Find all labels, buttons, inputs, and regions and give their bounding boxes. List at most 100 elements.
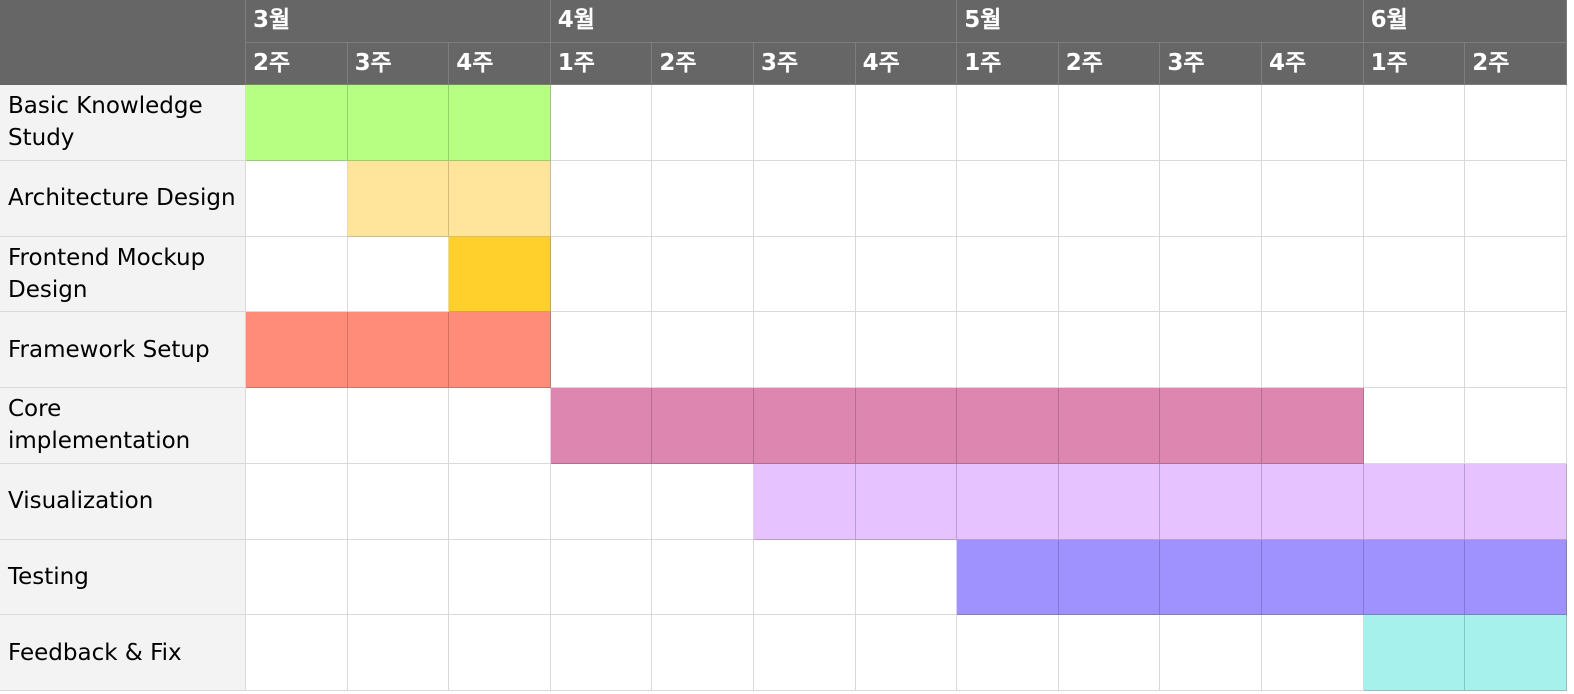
grid-cell[interactable] <box>1363 312 1466 388</box>
grid-cell[interactable] <box>347 463 450 540</box>
grid-cell[interactable] <box>754 312 856 388</box>
grid-cell[interactable] <box>1465 312 1567 388</box>
grid-cell[interactable] <box>1465 236 1567 313</box>
task-bar-cell[interactable] <box>855 463 958 540</box>
grid-cell[interactable] <box>652 463 754 540</box>
grid-cell[interactable] <box>1160 615 1262 691</box>
grid-cell[interactable] <box>855 615 958 691</box>
grid-cell[interactable] <box>246 236 348 313</box>
task-bar-cell[interactable] <box>347 160 450 237</box>
grid-cell[interactable] <box>1465 85 1567 161</box>
grid-cell[interactable] <box>449 539 551 616</box>
task-bar-cell[interactable] <box>1262 463 1364 540</box>
task-bar-cell[interactable] <box>855 388 958 464</box>
grid-cell[interactable] <box>1160 236 1262 313</box>
grid-cell[interactable] <box>855 160 958 237</box>
grid-cell[interactable] <box>754 85 856 161</box>
task-bar-cell[interactable] <box>1058 463 1161 540</box>
task-bar-cell[interactable] <box>1058 539 1161 616</box>
grid-cell[interactable] <box>449 388 551 464</box>
grid-cell[interactable] <box>1160 85 1262 161</box>
grid-cell[interactable] <box>855 312 958 388</box>
grid-cell[interactable] <box>550 312 653 388</box>
grid-cell[interactable] <box>652 85 754 161</box>
task-bar-cell[interactable] <box>1262 388 1364 464</box>
grid-cell[interactable] <box>550 463 653 540</box>
task-bar-cell[interactable] <box>1058 388 1161 464</box>
grid-cell[interactable] <box>246 539 348 616</box>
task-bar-cell[interactable] <box>1160 388 1262 464</box>
grid-cell[interactable] <box>347 615 450 691</box>
grid-cell[interactable] <box>957 312 1059 388</box>
grid-cell[interactable] <box>550 160 653 237</box>
grid-cell[interactable] <box>1262 85 1364 161</box>
task-bar-cell[interactable] <box>1160 539 1262 616</box>
grid-cell[interactable] <box>957 236 1059 313</box>
task-bar-cell[interactable] <box>449 236 551 313</box>
task-bar-cell[interactable] <box>347 312 450 388</box>
task-bar-cell[interactable] <box>1363 463 1466 540</box>
task-bar-cell[interactable] <box>449 312 551 388</box>
task-bar-cell[interactable] <box>1160 463 1262 540</box>
grid-cell[interactable] <box>754 539 856 616</box>
task-bar-cell[interactable] <box>1465 539 1567 616</box>
grid-cell[interactable] <box>754 615 856 691</box>
grid-cell[interactable] <box>1262 160 1364 237</box>
task-bar-cell[interactable] <box>449 160 551 237</box>
grid-cell[interactable] <box>1465 388 1567 464</box>
task-bar-cell[interactable] <box>1262 539 1364 616</box>
task-bar-cell[interactable] <box>550 388 653 464</box>
grid-cell[interactable] <box>347 388 450 464</box>
grid-cell[interactable] <box>550 85 653 161</box>
task-bar-cell[interactable] <box>1465 463 1567 540</box>
grid-cell[interactable] <box>754 236 856 313</box>
task-bar-cell[interactable] <box>754 388 856 464</box>
grid-cell[interactable] <box>1262 236 1364 313</box>
task-bar-cell[interactable] <box>1363 539 1466 616</box>
grid-cell[interactable] <box>957 85 1059 161</box>
grid-cell[interactable] <box>957 615 1059 691</box>
task-bar-cell[interactable] <box>347 85 450 161</box>
task-bar-cell[interactable] <box>449 85 551 161</box>
grid-cell[interactable] <box>652 160 754 237</box>
grid-cell[interactable] <box>1363 160 1466 237</box>
task-bar-cell[interactable] <box>957 463 1059 540</box>
task-bar-cell[interactable] <box>652 388 754 464</box>
grid-cell[interactable] <box>652 236 754 313</box>
grid-cell[interactable] <box>1363 388 1466 464</box>
grid-cell[interactable] <box>550 615 653 691</box>
task-bar-cell[interactable] <box>754 463 856 540</box>
grid-cell[interactable] <box>449 463 551 540</box>
grid-cell[interactable] <box>449 615 551 691</box>
grid-cell[interactable] <box>652 539 754 616</box>
grid-cell[interactable] <box>1363 236 1466 313</box>
grid-cell[interactable] <box>347 539 450 616</box>
grid-cell[interactable] <box>550 539 653 616</box>
grid-cell[interactable] <box>855 85 958 161</box>
grid-cell[interactable] <box>1363 85 1466 161</box>
grid-cell[interactable] <box>1262 312 1364 388</box>
grid-cell[interactable] <box>1160 160 1262 237</box>
task-bar-cell[interactable] <box>957 539 1059 616</box>
grid-cell[interactable] <box>754 160 856 237</box>
grid-cell[interactable] <box>1160 312 1262 388</box>
task-bar-cell[interactable] <box>1465 615 1567 691</box>
grid-cell[interactable] <box>246 615 348 691</box>
grid-cell[interactable] <box>652 615 754 691</box>
grid-cell[interactable] <box>1058 312 1161 388</box>
task-bar-cell[interactable] <box>957 388 1059 464</box>
grid-cell[interactable] <box>246 160 348 237</box>
grid-cell[interactable] <box>1058 160 1161 237</box>
grid-cell[interactable] <box>957 160 1059 237</box>
grid-cell[interactable] <box>855 539 958 616</box>
grid-cell[interactable] <box>1465 160 1567 237</box>
task-bar-cell[interactable] <box>1363 615 1466 691</box>
grid-cell[interactable] <box>652 312 754 388</box>
task-bar-cell[interactable] <box>246 312 348 388</box>
grid-cell[interactable] <box>1058 85 1161 161</box>
grid-cell[interactable] <box>246 463 348 540</box>
grid-cell[interactable] <box>1058 236 1161 313</box>
grid-cell[interactable] <box>246 388 348 464</box>
grid-cell[interactable] <box>550 236 653 313</box>
grid-cell[interactable] <box>1058 615 1161 691</box>
